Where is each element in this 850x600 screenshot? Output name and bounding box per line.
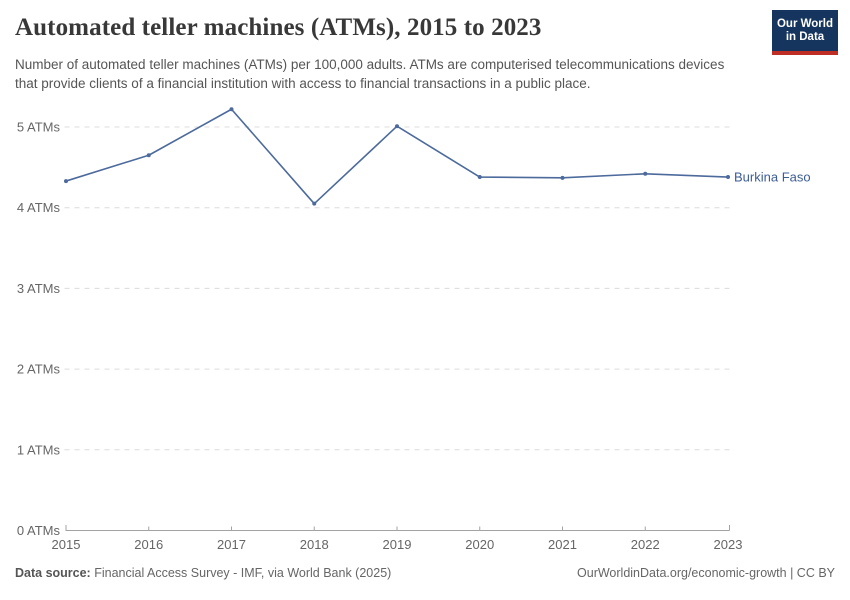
y-tick-label-2: 2 ATMs (17, 362, 61, 377)
license-separator: | (786, 566, 797, 580)
x-tick-label-2020: 2020 (465, 537, 494, 552)
x-tick-label-2019: 2019 (383, 537, 412, 552)
x-tick-label-2017: 2017 (217, 537, 246, 552)
data-point-2019[interactable] (395, 124, 399, 129)
owid-logo-line1: Our World (776, 17, 833, 30)
y-tick-label-3: 3 ATMs (17, 281, 61, 296)
data-point-2022[interactable] (643, 171, 648, 176)
chart-title: Automated teller machines (ATMs), 2015 t… (15, 14, 542, 41)
owid-url-link[interactable]: OurWorldinData.org/economic-growth (577, 566, 787, 580)
entity-label: Burkina Faso (734, 170, 811, 185)
y-tick-label-4: 4 ATMs (17, 200, 61, 215)
x-tick-label-2016: 2016 (134, 537, 163, 552)
data-source-value: Financial Access Survey - IMF, via World… (90, 566, 392, 580)
data-point-2015[interactable] (64, 179, 68, 184)
x-tick-label-2018: 2018 (300, 537, 329, 552)
y-tick-label-5: 5 ATMs (17, 120, 61, 135)
chart-subtitle: Number of automated teller machines (ATM… (15, 57, 725, 91)
x-tick-label-2021: 2021 (548, 537, 577, 552)
x-tick-label-2023: 2023 (714, 537, 743, 552)
y-tick-label-0: 0 ATMs (17, 523, 61, 538)
data-point-2017[interactable] (229, 107, 234, 112)
data-point-2020[interactable] (477, 175, 482, 180)
chart-footer: Data source: Financial Access Survey - I… (15, 566, 835, 580)
license-label: CC BY (796, 566, 835, 580)
x-tick-label-2015: 2015 (52, 537, 81, 552)
data-source-label: Data source: (15, 566, 91, 580)
x-tick-label-2022: 2022 (631, 537, 660, 552)
y-tick-label-1: 1 ATMs (17, 442, 61, 457)
series-line-burkina-faso[interactable] (65, 108, 729, 205)
data-source-line: Data source: Financial Access Survey - I… (15, 566, 391, 580)
data-point-2023[interactable] (726, 175, 730, 180)
data-point-2018[interactable] (312, 201, 317, 206)
owid-logo[interactable]: Our World in Data (772, 10, 838, 55)
data-point-2021[interactable] (560, 175, 565, 180)
credit-line: OurWorldinData.org/economic-growth | CC … (577, 566, 835, 580)
data-point-2016[interactable] (146, 153, 151, 158)
owid-logo-line2: in Data (785, 30, 825, 43)
